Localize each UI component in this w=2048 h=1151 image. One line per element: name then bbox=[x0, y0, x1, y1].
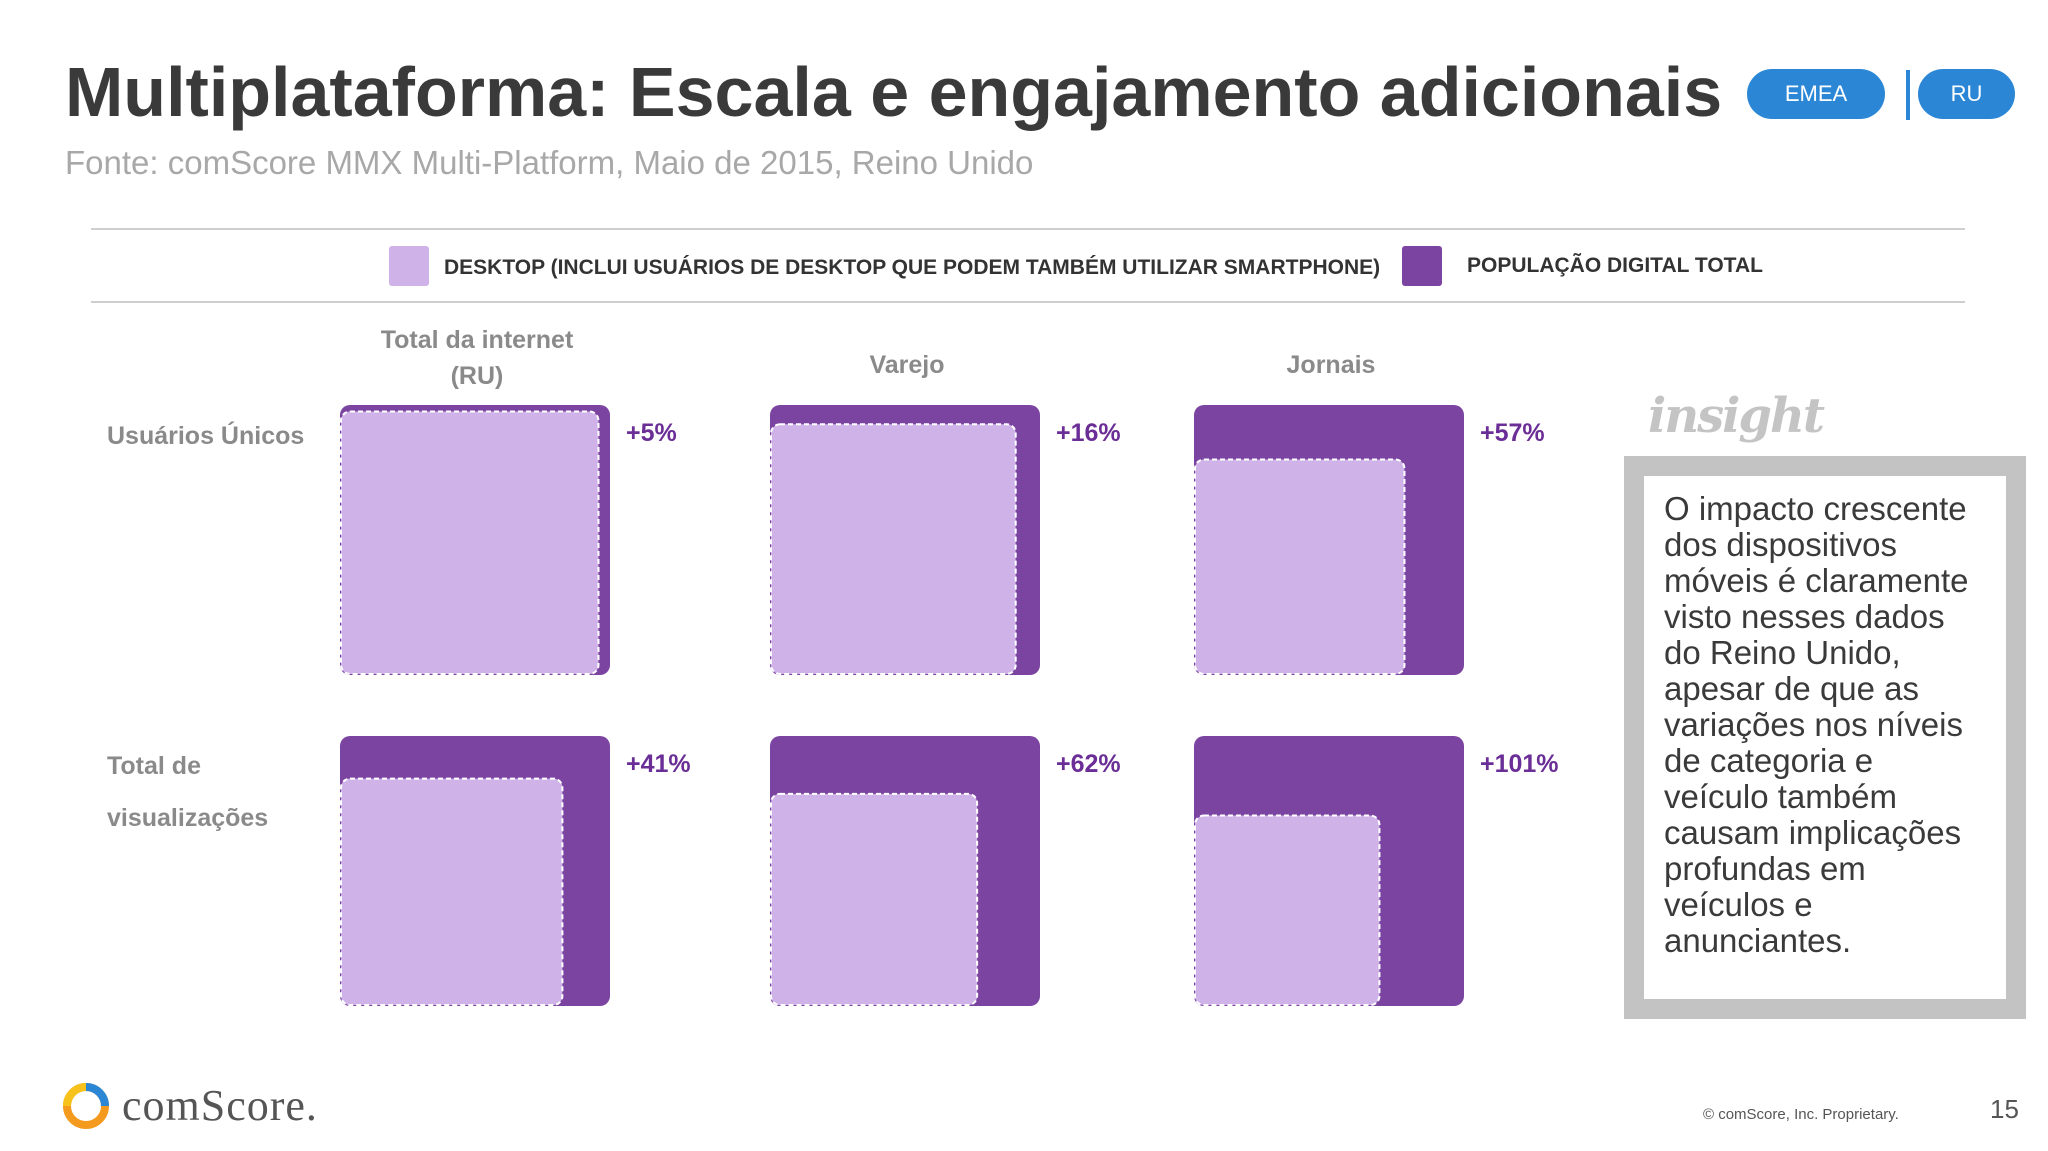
column-header-varejo: Varejo bbox=[869, 351, 945, 379]
desktop-square bbox=[770, 423, 1017, 675]
insight-box: O impacto crescente dos dispositivos móv… bbox=[1624, 456, 2026, 1019]
increase-label: +57% bbox=[1480, 419, 1545, 447]
increase-label: +41% bbox=[626, 750, 691, 778]
row-header-total-visualizacoes: Total de visualizações bbox=[107, 752, 269, 832]
ru-pill-button[interactable]: RU bbox=[1918, 69, 2015, 119]
pill-divider bbox=[1906, 70, 1910, 120]
desktop-square bbox=[1194, 458, 1406, 675]
increase-label: +16% bbox=[1056, 419, 1121, 447]
legend-bottom-rule bbox=[91, 301, 1965, 303]
desktop-square bbox=[1194, 814, 1381, 1007]
emea-pill-button[interactable]: EMEA bbox=[1747, 69, 1885, 119]
increase-label: +5% bbox=[626, 419, 677, 447]
legend-label-total: POPULAÇÃO DIGITAL TOTAL bbox=[1467, 254, 1763, 277]
row-header-usuarios-unicos: Usuários Únicos bbox=[107, 422, 305, 450]
insight-text: O impacto crescente dos dispositivos móv… bbox=[1644, 476, 2006, 999]
desktop-square bbox=[340, 410, 600, 675]
column-header-jornais: Jornais bbox=[1286, 351, 1376, 379]
page-subtitle: Fonte: comScore MMX Multi-Platform, Maio… bbox=[65, 144, 1034, 181]
increase-label: +101% bbox=[1480, 750, 1559, 778]
desktop-square bbox=[770, 792, 979, 1007]
legend-label-desktop: DESKTOP (INCLUI USUÁRIOS DE DESKTOP QUE … bbox=[444, 256, 1381, 279]
page-number: 15 bbox=[1990, 1094, 2019, 1124]
increase-label: +62% bbox=[1056, 750, 1121, 778]
insight-logo: insight bbox=[1648, 388, 1825, 444]
comscore-wordmark: comScore. bbox=[122, 1081, 318, 1130]
page-title: Multiplataforma: Escala e engajamento ad… bbox=[65, 53, 1723, 131]
legend-swatch-desktop bbox=[389, 246, 429, 286]
desktop-square bbox=[340, 777, 564, 1006]
legend-swatch-total bbox=[1402, 246, 1442, 286]
copyright-note: © comScore, Inc. Proprietary. bbox=[1703, 1106, 1899, 1123]
column-header-total-internet: Total da internet (RU) bbox=[380, 326, 574, 390]
comscore-logo-icon bbox=[63, 1083, 109, 1129]
legend-top-rule bbox=[91, 228, 1965, 230]
